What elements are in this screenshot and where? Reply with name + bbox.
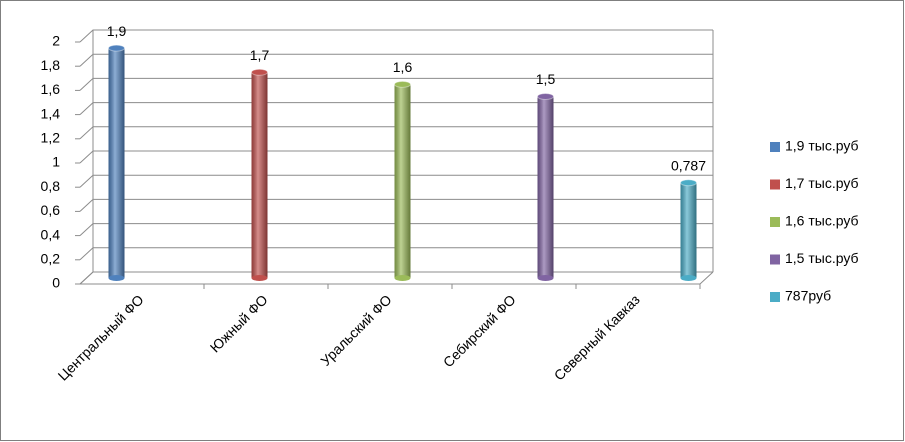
grid-line [79, 77, 713, 91]
legend-label: 1,6 тыс.руб [785, 213, 859, 229]
bar-top [394, 80, 411, 88]
legend-swatch [770, 217, 780, 227]
y-tick-label: 2 [52, 33, 60, 49]
legend-label: 787руб [785, 288, 831, 304]
y-tick-label: 1,4 [41, 105, 61, 121]
legend-swatch [770, 292, 780, 302]
data-label: 1,5 [536, 71, 556, 87]
y-tick-label: 1,8 [41, 57, 61, 73]
data-label: 0,787 [671, 157, 706, 173]
grid-line [79, 271, 713, 285]
y-tick-label: 0,6 [41, 202, 61, 218]
grid-line [79, 150, 713, 164]
bar-shade [680, 182, 697, 278]
bar-shade [537, 96, 554, 278]
grid-line [79, 126, 713, 140]
bar-shade [251, 72, 268, 278]
bar-shade [108, 48, 125, 278]
y-tick-label: 0 [52, 275, 60, 291]
legend-swatch [770, 254, 780, 265]
bar-top [537, 93, 554, 100]
data-label: 1,9 [107, 23, 127, 39]
grid-line [79, 102, 713, 115]
grid-line [79, 53, 713, 67]
legend-label: 1,9 тыс.руб [785, 138, 859, 154]
y-tick-label: 0,8 [41, 178, 61, 194]
legend-label: 1,5 тыс.руб [785, 250, 859, 266]
bar-top [680, 179, 697, 187]
bar-bottom [108, 275, 125, 281]
grid-line [79, 247, 713, 261]
y-tick-label: 1 [52, 154, 60, 170]
legend-swatch [770, 179, 780, 190]
data-label: 1,6 [393, 59, 413, 75]
legend-swatch [770, 142, 780, 152]
grid-line [79, 29, 713, 43]
grid-line [79, 174, 713, 188]
data-label: 1,7 [250, 47, 270, 63]
y-tick-label: 0,4 [41, 226, 61, 242]
bar-bottom [251, 275, 268, 281]
bar-top [251, 68, 268, 76]
bar-bottom [537, 275, 554, 281]
bar-shade [394, 84, 411, 279]
bar-top [108, 44, 125, 52]
y-tick-label: 1,2 [41, 130, 61, 146]
y-tick-label: 1,6 [41, 81, 61, 97]
bar-bottom [680, 275, 697, 281]
grid-line [79, 223, 713, 236]
grid-line [79, 198, 713, 212]
bar-bottom [394, 275, 411, 281]
y-tick-label: 0,2 [41, 251, 61, 267]
legend-label: 1,7 тыс.руб [785, 175, 859, 191]
